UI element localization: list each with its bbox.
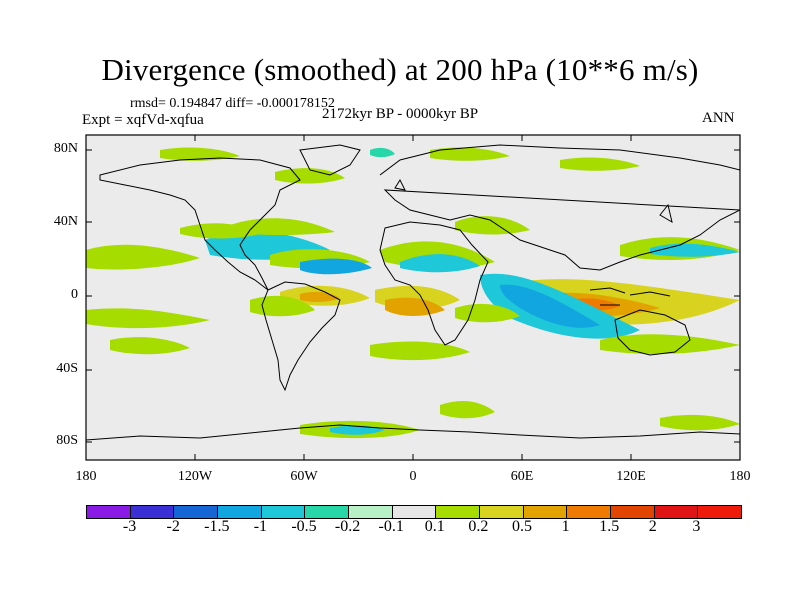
- colorbar-label: 1: [561, 518, 570, 535]
- positive-band-mexico: [230, 218, 335, 235]
- africa-outline: [379, 221, 489, 346]
- antarctica-outline: [86, 424, 740, 441]
- lat-label-0: 0: [71, 287, 78, 302]
- lat-label-80n: 80N: [53, 141, 78, 156]
- lon-label-60w: 60W: [290, 469, 318, 484]
- negative-band-atlantic: [300, 258, 372, 275]
- rmsd-diff-stats: rmsd= 0.194847 diff= -0.000178152: [130, 96, 335, 111]
- positive-band-australia-south: [600, 334, 740, 355]
- lon-label-120e: 120E: [616, 469, 646, 484]
- positive-band-south-pacific-2: [110, 337, 190, 355]
- positive-band-north-4: [560, 157, 640, 171]
- colorbar-swatch: [522, 506, 567, 518]
- colorbar-label: -1: [253, 518, 268, 535]
- lon-label-0: 0: [409, 469, 417, 484]
- negative-band-north-5: [370, 147, 395, 158]
- north-america-outline: [99, 157, 301, 291]
- colorbar-swatch: [129, 506, 174, 518]
- experiment-label: Expt = xqfVd-xqfua: [82, 112, 204, 128]
- eurasia-outline: [379, 144, 740, 271]
- positive-band-africa-south: [385, 297, 445, 316]
- colorbar-swatch: [391, 506, 436, 518]
- positive-band-south-pacific: [86, 308, 210, 329]
- positive-band-pacific-north: [180, 223, 260, 239]
- colorbar-label: -0.1: [378, 518, 404, 535]
- lon-label-180-right: 180: [729, 469, 751, 484]
- colorbar-swatch: [217, 506, 261, 518]
- colorbar-swatch: [260, 506, 305, 518]
- colorbar-label: -3: [122, 518, 137, 535]
- colorbar-label: -0.2: [334, 518, 361, 535]
- colorbar-swatch: [610, 506, 654, 518]
- colorbar-swatch: [653, 506, 698, 518]
- season-label: ANN: [702, 110, 735, 126]
- time-period: 2172kyr BP - 0000kyr BP: [322, 106, 479, 122]
- positive-band-southern-ocean: [440, 400, 495, 419]
- colorbar-swatch: [304, 506, 349, 518]
- colorbar-label: 0.1: [424, 518, 445, 535]
- colorbar-swatch: [87, 506, 130, 518]
- positive-band-south-africa: [455, 303, 520, 323]
- negative-core-indian-ocean: [500, 284, 600, 328]
- lat-label-40n: 40N: [53, 214, 78, 229]
- divergence-field: [86, 147, 740, 439]
- coastlines: [86, 144, 740, 441]
- colorbar: [86, 505, 742, 519]
- indonesia-outline: [589, 287, 671, 306]
- colorbar-swatch: [435, 506, 480, 518]
- colorbar-label: 0.2: [468, 518, 489, 535]
- lon-label-180-left: 180: [75, 469, 97, 484]
- japan-outline: [659, 203, 673, 224]
- uk-outline: [394, 178, 406, 191]
- colorbar-swatch: [173, 506, 218, 518]
- australia-outline: [614, 309, 691, 356]
- colorbar-label: 2: [648, 518, 657, 535]
- lon-label-120w: 120W: [177, 469, 213, 484]
- lon-label-60e: 60E: [510, 469, 534, 484]
- negative-band-southern-ocean: [330, 425, 385, 435]
- positive-band-north-3: [430, 147, 510, 161]
- lat-label-40s: 40S: [56, 361, 78, 376]
- greenland-outline: [299, 144, 361, 176]
- colorbar-label: 3: [692, 518, 701, 535]
- colorbar-swatch: [697, 506, 742, 518]
- colorbar-label: -1.5: [204, 518, 230, 535]
- positive-band-antarctica: [660, 414, 740, 431]
- south-america-outline: [261, 281, 341, 392]
- colorbar-swatch: [348, 506, 392, 518]
- colorbar-swatch: [566, 506, 611, 518]
- positive-band-north-1: [160, 147, 240, 161]
- negative-band-africa-north: [400, 254, 480, 273]
- positive-band-north-pacific: [86, 244, 200, 270]
- positive-band-arabia: [455, 216, 530, 235]
- positive-band-south-atlantic: [370, 341, 470, 361]
- lat-label-80s: 80S: [56, 433, 78, 448]
- axis-ticks: [86, 135, 740, 460]
- colorbar-label: -0.5: [291, 518, 317, 535]
- positive-band-south-america: [250, 295, 315, 317]
- map-title: Divergence (smoothed) at 200 hPa (10**6 …: [101, 52, 699, 87]
- colorbar-label: 1.5: [599, 518, 620, 535]
- colorbar-label: -2: [166, 518, 180, 535]
- colorbar-swatch: [479, 506, 523, 518]
- positive-band-north-2: [275, 168, 345, 184]
- colorbar-label: 0.5: [512, 518, 532, 535]
